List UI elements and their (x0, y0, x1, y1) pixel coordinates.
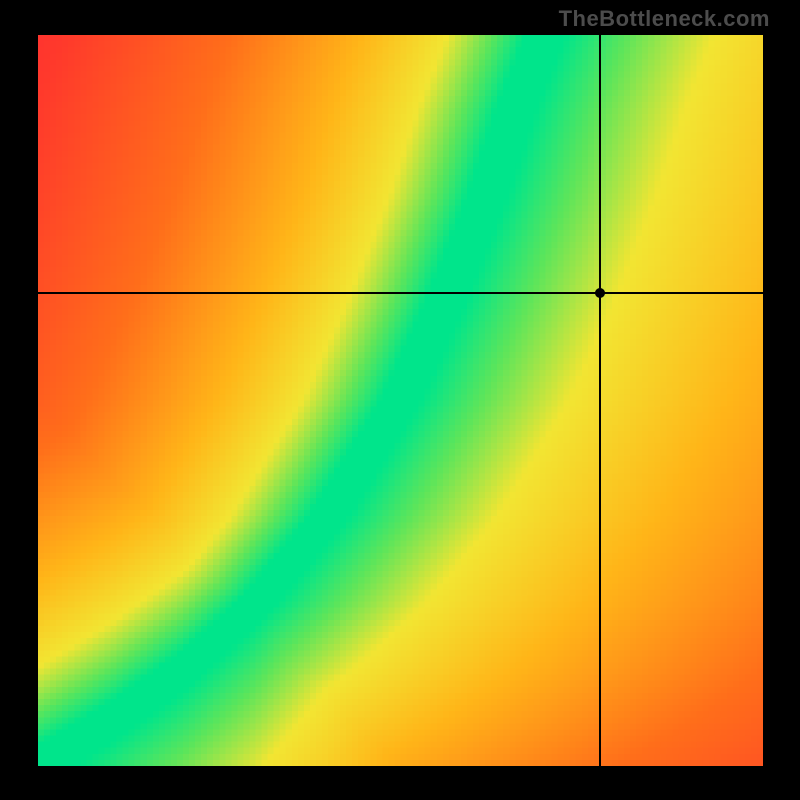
crosshair-vertical (599, 35, 601, 766)
watermark-text: TheBottleneck.com (559, 6, 770, 32)
bottleneck-heatmap (38, 35, 763, 766)
crosshair-marker (595, 288, 605, 298)
crosshair-horizontal (38, 292, 763, 294)
chart-container: TheBottleneck.com (0, 0, 800, 800)
